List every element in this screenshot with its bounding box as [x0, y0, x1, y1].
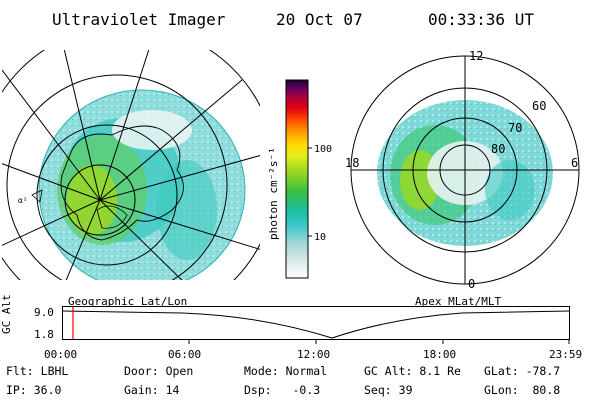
status-glon: GLon: 80.8: [484, 383, 561, 397]
status-gc-alt: GC Alt: 8.1 Re: [364, 364, 461, 378]
mlt-label-12: 12: [469, 49, 483, 63]
altitude-timeline: [62, 306, 570, 344]
colorbar-tick-10: 10: [314, 232, 326, 243]
timeline-xtick-0600: 06:00: [168, 348, 202, 361]
geographic-map: α²: [2, 50, 260, 280]
status-mode: Mode: Normal: [244, 364, 328, 378]
status-door: Door: Open: [124, 364, 194, 378]
timeline-xtick-0000: 00:00: [44, 348, 78, 361]
status-glat: GLat: -78.7: [484, 364, 561, 378]
timeline-y-label: GC Alt: [0, 294, 13, 334]
timeline-xtick-1800: 18:00: [423, 348, 457, 361]
mlt-label-6: 6: [571, 156, 578, 170]
status-ip: IP: 36.0: [6, 383, 62, 397]
status-dsp: Dsp: -0.3: [244, 383, 321, 397]
status-filter: Flt: LBHL: [6, 364, 69, 378]
status-seq: Seq: 39: [364, 383, 413, 397]
apex-polar-map: 12 18 6 0 60 70 80: [345, 49, 580, 291]
mlt-label-18: 18: [345, 156, 359, 170]
apex-caption: Apex MLat/MLT: [415, 295, 502, 308]
timeline-xtick-2359: 23:59: [549, 348, 583, 361]
instrument-title: Ultraviolet Imager: [52, 10, 226, 29]
map-edge-label: α²: [18, 196, 28, 205]
mlat-label-70: 70: [508, 121, 522, 135]
image-date: 20 Oct 07: [276, 10, 363, 29]
image-time: 00:33:36 UT: [428, 10, 534, 29]
intensity-colorbar: 100 10 photon cm⁻²s⁻¹: [267, 79, 332, 279]
timeline-ytick-low: 1.8: [34, 328, 54, 341]
mlat-label-80: 80: [491, 142, 505, 156]
status-gain: Gain: 14: [124, 383, 180, 397]
altitude-curve: [62, 310, 570, 339]
timeline-xtick-1200: 12:00: [297, 348, 331, 361]
mlat-label-60: 60: [532, 99, 546, 113]
coastline: [60, 125, 184, 241]
geographic-caption: Geographic Lat/Lon: [68, 295, 188, 308]
timeline-ytick-high: 9.0: [34, 306, 54, 319]
colorbar-label: photon cm⁻²s⁻¹: [267, 147, 280, 240]
colorbar-tick-100: 100: [314, 144, 332, 155]
mlt-label-0: 0: [468, 277, 475, 291]
